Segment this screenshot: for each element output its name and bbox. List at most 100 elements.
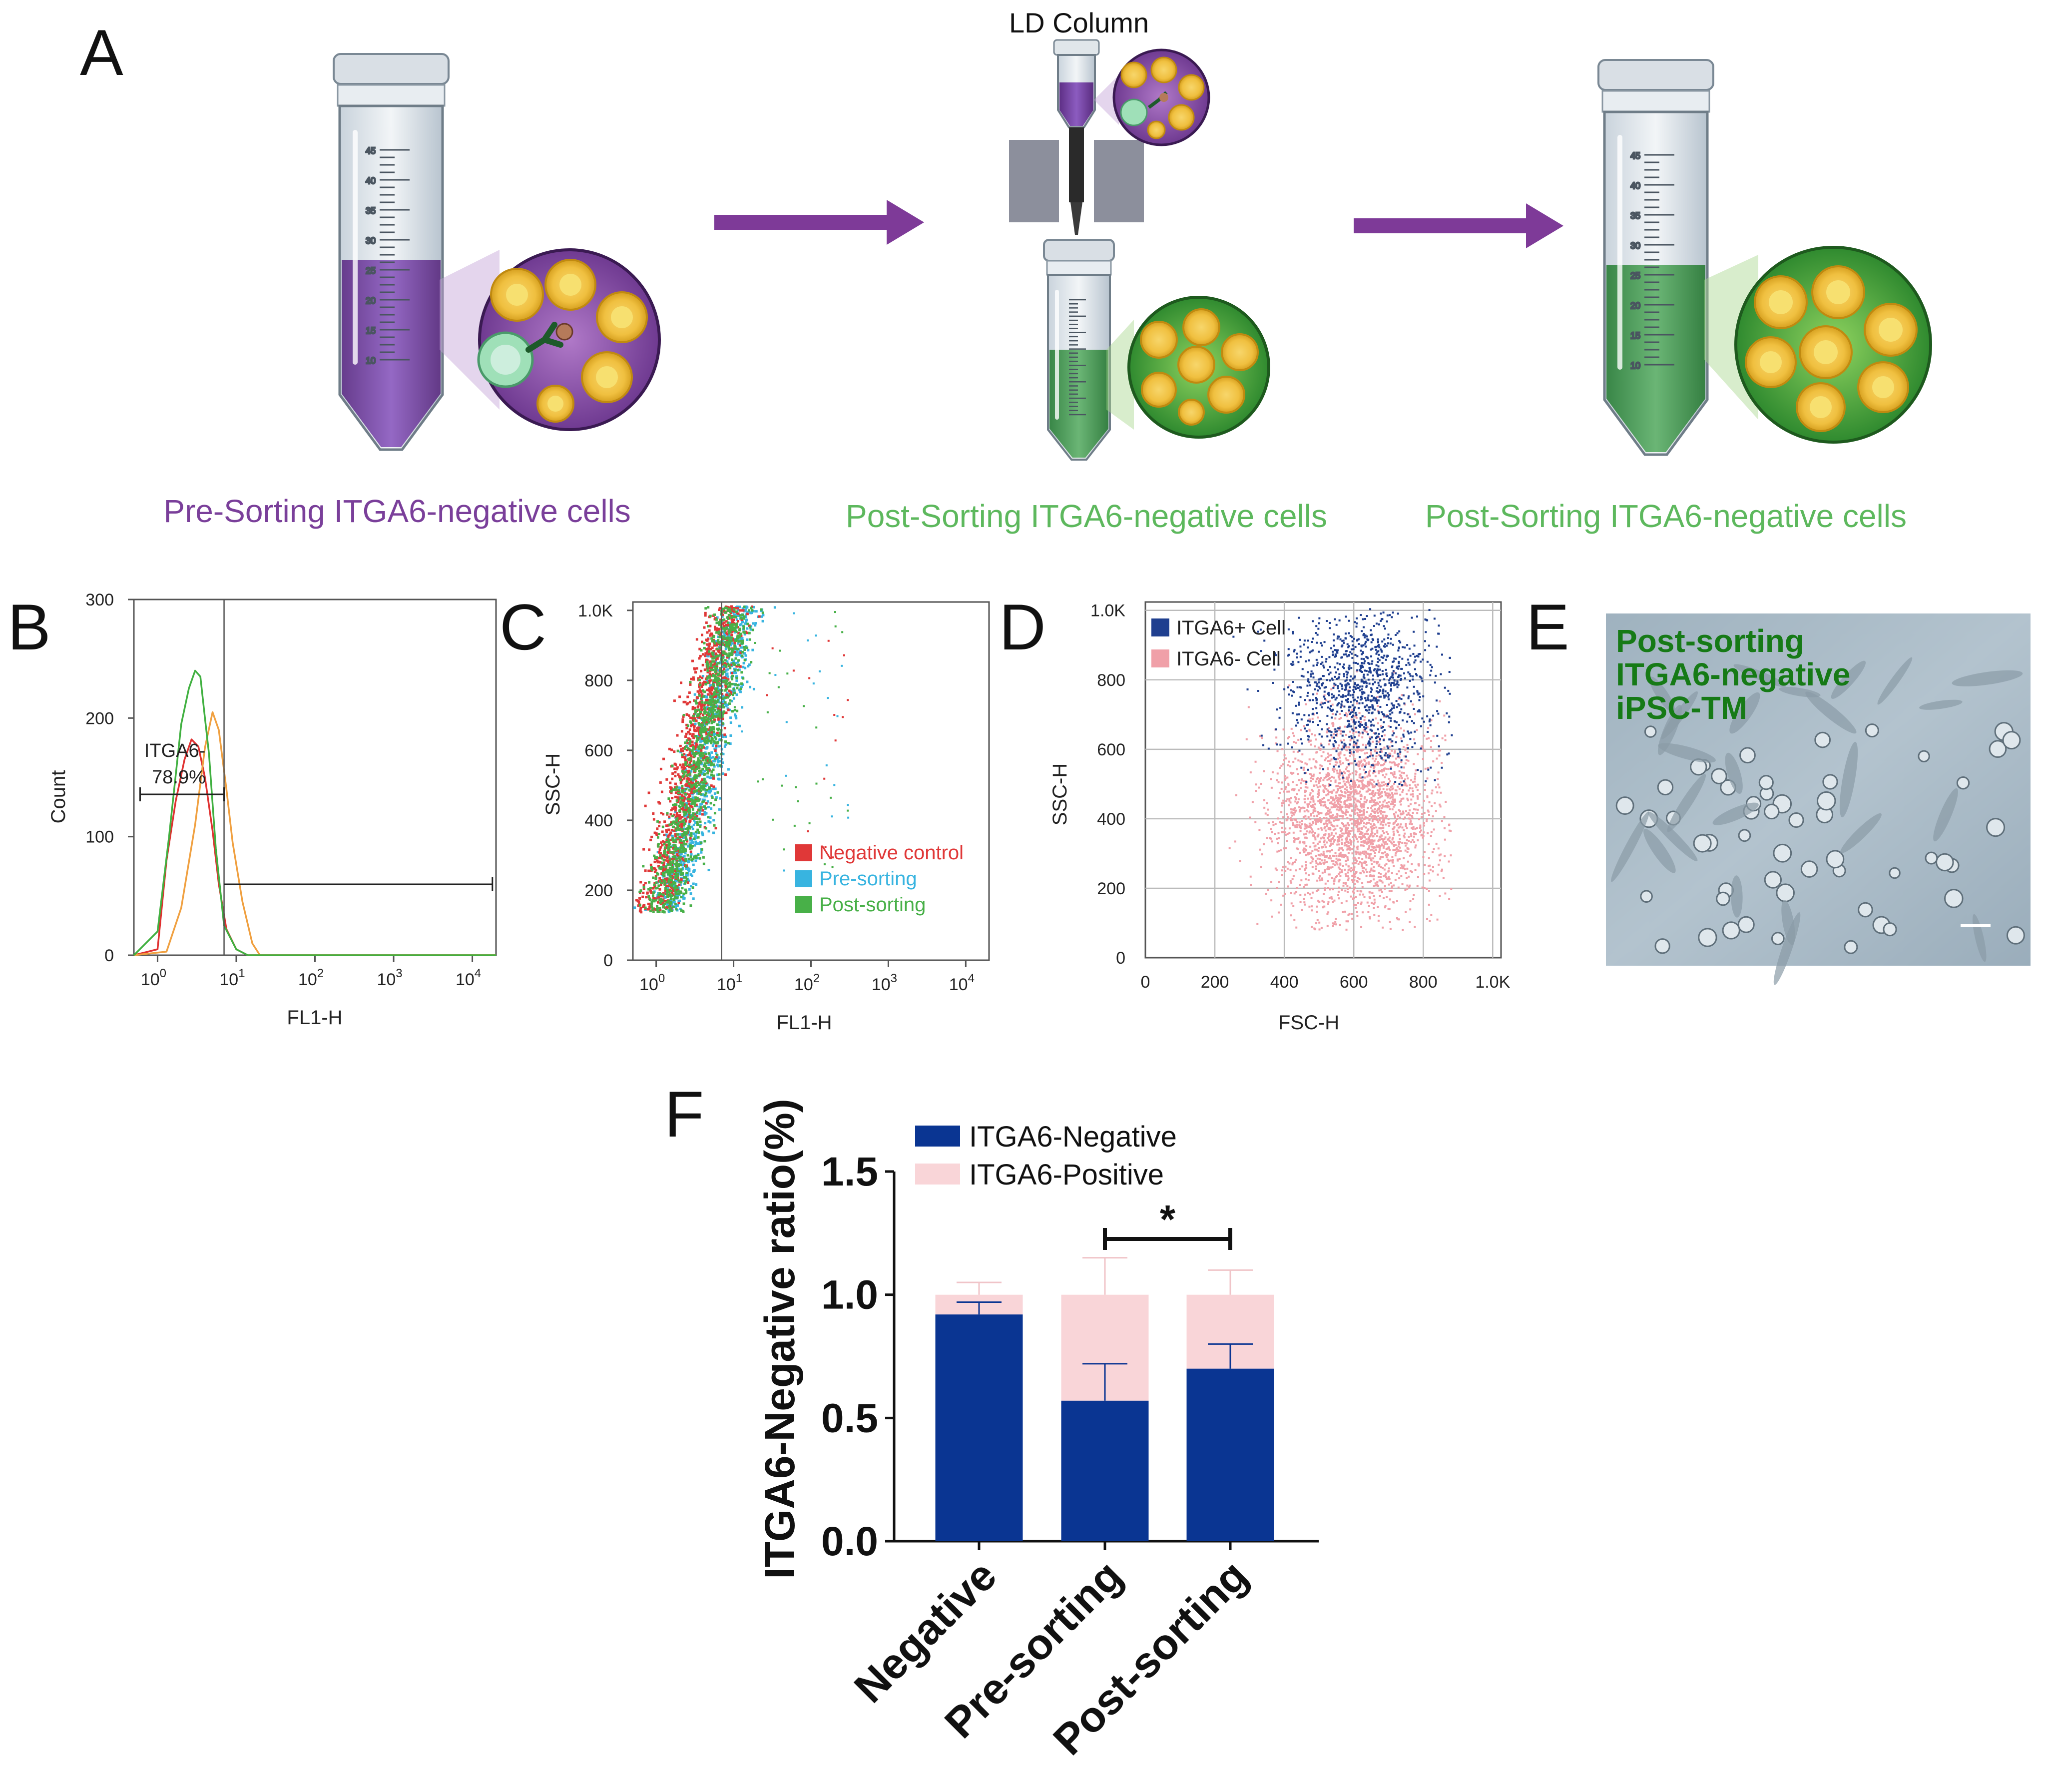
panel-c-event [708,732,711,735]
panel-d-event-negative [1392,822,1395,825]
panel-d-event-negative [1318,870,1320,872]
panel-d-event-negative [1345,811,1347,813]
panel-c-event [704,752,707,755]
panel-d-event-negative [1367,848,1369,851]
panel-c-event [694,699,697,702]
panel-c-event [700,718,703,721]
panel-d-event-negative [1375,826,1378,829]
panel-c-event [831,815,833,818]
panel-d-event-negative [1414,926,1416,928]
panel-d-event-negative [1322,893,1325,895]
panel-d-event-negative [1255,790,1257,792]
panel-d-event-negative [1324,826,1326,828]
panel-d-event-negative [1304,836,1306,839]
panel-c-event [737,651,740,654]
panel-d-event-negative [1372,874,1375,877]
panel-d-event-negative [1299,901,1302,903]
panel-d-event-negative [1297,738,1300,741]
panel-c-event [714,749,717,752]
panel-d-event-negative [1332,725,1335,727]
panel-c-event [657,801,660,804]
panel-d-event-negative [1267,821,1270,824]
panel-c-event [746,631,749,634]
panel-d-event-negative [1361,827,1363,829]
panel-c-event [725,680,728,683]
panel-d-event-negative [1361,862,1363,865]
panel-c-event [689,847,692,850]
panel-d-event-negative [1330,801,1333,803]
panel-d-event-negative [1423,873,1426,875]
panel-c-event [661,825,664,828]
panel-c-event [680,891,683,894]
panel-c-event [650,901,653,904]
panel-d-event-negative [1352,898,1354,900]
panel-c-event [733,708,736,711]
panel-c-event [701,800,704,803]
panel-d-event-negative [1377,919,1380,922]
panel-c-event [707,733,710,736]
panel-c-event [676,869,679,872]
panel-d-event-negative [1345,837,1348,840]
panel-d-event-negative [1364,862,1367,864]
panel-d-event-negative [1308,740,1310,743]
panel-c-event [704,822,707,825]
panel-c-event [680,868,683,871]
panel-d-event-negative [1294,757,1297,760]
panel-c-event [673,803,676,806]
panel-d-event-negative [1349,773,1352,775]
panel-c-event [680,870,683,873]
panel-c-event [732,662,735,665]
panel-c-event [715,640,718,643]
panel-c-event [673,786,676,789]
panel-c-event [697,854,700,857]
panel-d-event-negative [1321,836,1324,839]
panel-d-xtick-label: 200 [1201,973,1229,992]
panel-c-event [690,778,693,781]
panel-d-event-negative [1428,814,1431,816]
panel-c-event [700,793,703,796]
panel-d-event-negative [1372,846,1374,848]
panel-c-event [713,642,716,645]
panel-d-event-negative [1339,875,1342,877]
panel-d-event-negative [1380,821,1383,824]
panel-d-event-negative [1432,851,1434,853]
panel-c-event [714,713,717,716]
panel-c-event [670,786,673,789]
panel-c-event [694,830,697,833]
panel-c-event [729,639,732,642]
panel-d-event-negative [1360,760,1362,763]
panel-c-event [662,863,665,866]
panel-c-event [727,657,730,660]
panel-c-event [717,650,720,653]
panel-d-event-negative [1415,833,1417,835]
panel-d-event-negative [1372,827,1374,830]
panel-d-event-negative [1359,732,1361,734]
panel-c-event [707,820,710,823]
panel-d-event-negative [1323,841,1325,843]
panel-d-event-negative [1333,855,1336,857]
panel-c-event [701,758,704,761]
panel-d-event-negative [1338,772,1341,775]
panel-d-event-negative [1312,795,1314,798]
panel-c-event [695,856,698,859]
panel-c-event [704,654,707,657]
panel-d-event-negative [1397,815,1399,818]
panel-d-event-negative [1360,759,1363,762]
panel-d-event-negative [1371,848,1373,851]
panel-c-event [693,869,696,872]
panel-d-event-negative [1377,709,1380,712]
panel-c-event [690,765,693,768]
panel-d-event-negative [1344,788,1347,790]
panel-c-event [659,908,662,911]
panel-d-event-negative [1316,848,1318,851]
panel-d-event-negative [1419,831,1421,833]
panel-c-event [704,765,707,768]
panel-d-event-negative [1396,850,1398,853]
panel-c-event [666,851,669,854]
panel-d-event-negative [1414,846,1417,849]
panel-c-event [690,770,693,773]
panel-c-event [744,622,747,625]
panel-c-event [713,757,716,760]
panel-c-event [668,875,671,878]
panel-d-event-negative [1301,823,1303,825]
